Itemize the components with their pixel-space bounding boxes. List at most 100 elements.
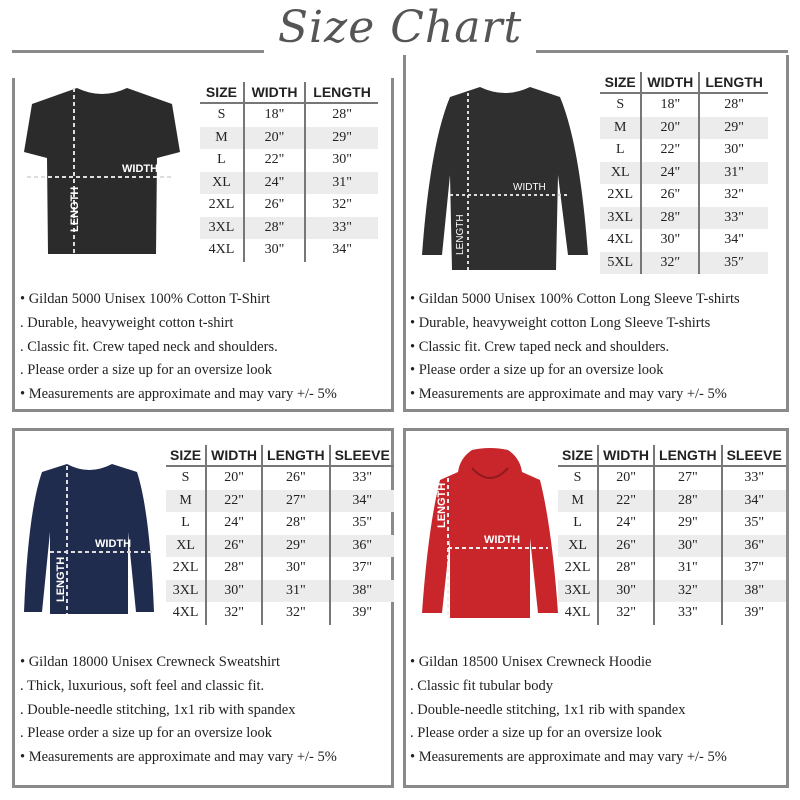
table-cell: S	[181, 470, 190, 486]
detail-item: • Measurements are approximate and may v…	[20, 386, 337, 403]
table-cell: 24"	[242, 171, 306, 194]
table-cell: L	[217, 152, 226, 168]
detail-item: • Durable, heavyweight cotton Long Sleev…	[410, 314, 711, 331]
table-cell: 24"	[597, 512, 655, 535]
table-cell: 27"	[261, 489, 330, 512]
table-cell: M	[166, 489, 207, 512]
table-cell: 30"	[304, 149, 378, 172]
size-table-sweatshirt: SIZE WIDTH LENGTH SLEEVE S 20" 26" 33" M 22" 27" 34…	[166, 445, 394, 625]
table-cell: 3XL	[558, 579, 599, 602]
length-label: LENGTH	[69, 187, 81, 232]
table-cell: 32"	[653, 579, 722, 602]
title-text: Size Chart	[263, 2, 537, 53]
column-header: LENGTH	[698, 72, 768, 94]
table-cell: 28"	[242, 216, 306, 239]
panel-long-sleeve	[403, 55, 789, 412]
table-cell: 33"	[720, 466, 786, 490]
table-row: L 24" 29" 35"	[558, 512, 786, 535]
table-cell: 24"	[640, 161, 700, 184]
table-cell: 36"	[720, 534, 786, 557]
table-row: XL 26" 30" 36"	[558, 534, 786, 557]
table-cell: 33"	[328, 466, 394, 490]
detail-item: . Please order a size up for an oversize…	[20, 362, 273, 379]
table-cell: 28"	[261, 512, 330, 535]
column-header: WIDTH	[597, 445, 655, 467]
column-header: SIZE	[558, 445, 599, 467]
table-cell: 28"	[640, 206, 700, 229]
table-row: S 18" 28"	[200, 103, 378, 127]
column-header: SIZE	[600, 72, 642, 94]
table-cell: 29"	[698, 116, 768, 139]
table-row: XL 24" 31"	[200, 171, 378, 194]
detail-item: • Gildan 18000 Unisex Crewneck Sweatshir…	[20, 654, 280, 670]
column-header: LENGTH	[261, 445, 330, 467]
table-cell: 24"	[205, 512, 263, 535]
table-cell: 28"	[597, 557, 655, 580]
table-cell: 33"	[304, 216, 378, 239]
table-cell: 20"	[640, 116, 700, 139]
table-row: 2XL 26" 32"	[600, 184, 768, 207]
table-row: 3XL 30" 32" 38"	[558, 579, 786, 602]
table-cell: 22"	[640, 139, 700, 162]
table-header-row: SIZE WIDTH LENGTH SLEEVE	[558, 445, 786, 467]
table-cell: 32″	[640, 251, 700, 274]
table-cell: 39"	[720, 602, 786, 625]
detail-item: • Classic fit. Crew taped neck and shoul…	[410, 338, 670, 355]
column-header: WIDTH	[205, 445, 263, 467]
table-cell: 38"	[328, 579, 394, 602]
table-cell: S	[573, 470, 582, 486]
table-row: 2XL 28" 31" 37"	[558, 557, 786, 580]
table-cell: 33"	[653, 602, 722, 625]
table-cell: 39"	[328, 602, 394, 625]
table-cell: 32"	[597, 602, 655, 625]
table-cell: 37"	[720, 557, 786, 580]
column-header: SLEEVE	[720, 445, 786, 467]
table-cell: 36"	[328, 534, 394, 557]
column-header: SIZE	[166, 445, 207, 467]
detail-item: . Classic fit. Crew taped neck and shoul…	[20, 338, 278, 355]
table-row: 4XL 32" 32" 39"	[166, 602, 394, 625]
table-cell: 3XL	[166, 579, 207, 602]
details-long-sleeve: • Gildan 5000 Unisex 100% Cotton Long Sl…	[410, 288, 740, 407]
table-cell: XL	[200, 171, 244, 194]
table-cell: 28"	[653, 489, 722, 512]
page-title: Size Chart	[0, 2, 800, 53]
table-row: M 20" 29"	[600, 116, 768, 139]
table-cell: 32"	[304, 194, 378, 217]
table-cell: 20"	[205, 466, 263, 490]
table-cell: L	[615, 142, 625, 158]
table-cell: 30"	[698, 139, 768, 162]
tshirt-image: WIDTH LENGTH	[24, 88, 180, 254]
table-row: L 22" 30"	[600, 139, 768, 162]
table-row: 4XL 30" 34"	[600, 229, 768, 252]
table-row: 2XL 28" 30" 37"	[166, 557, 394, 580]
table-cell: 30"	[640, 229, 700, 252]
table-cell: 26"	[597, 534, 655, 557]
table-cell: 29"	[261, 534, 330, 557]
table-cell: 34"	[304, 239, 378, 262]
column-header: WIDTH	[242, 82, 306, 104]
column-header: WIDTH	[640, 72, 700, 94]
table-cell: 30"	[242, 239, 306, 262]
details-sweatshirt: • Gildan 18000 Unisex Crewneck Sweatshir…	[20, 651, 337, 770]
table-cell: 32"	[205, 602, 263, 625]
table-row: 3XL 28" 33"	[600, 206, 768, 229]
table-header-row: SIZE WIDTH LENGTH	[200, 82, 378, 104]
table-cell: M	[558, 489, 599, 512]
table-cell: 20"	[242, 126, 306, 149]
table-row: M 20" 29"	[200, 126, 378, 149]
table-cell: 35″	[698, 251, 768, 274]
panel-tshirt	[12, 78, 394, 412]
size-table-tshirt: SIZE WIDTH LENGTH S 18" 28" M 20" 29" L 22" 30" XL 24…	[200, 82, 378, 262]
detail-item: • Measurements are approximate and may v…	[410, 749, 727, 766]
detail-item: • Measurements are approximate and may v…	[20, 749, 337, 766]
table-cell: XL	[558, 534, 599, 557]
detail-item: • Gildan 5000 Unisex 100% Cotton T-Shirt	[20, 291, 270, 307]
table-cell: 33"	[698, 206, 768, 229]
table-row: XL 24" 31"	[600, 161, 768, 184]
detail-item: • Please order a size up for an oversize…	[410, 362, 664, 379]
detail-item: . Double-needle stitching, 1x1 rib with …	[20, 701, 296, 718]
table-row: L 22" 30"	[200, 149, 378, 172]
width-label: WIDTH	[122, 163, 158, 175]
